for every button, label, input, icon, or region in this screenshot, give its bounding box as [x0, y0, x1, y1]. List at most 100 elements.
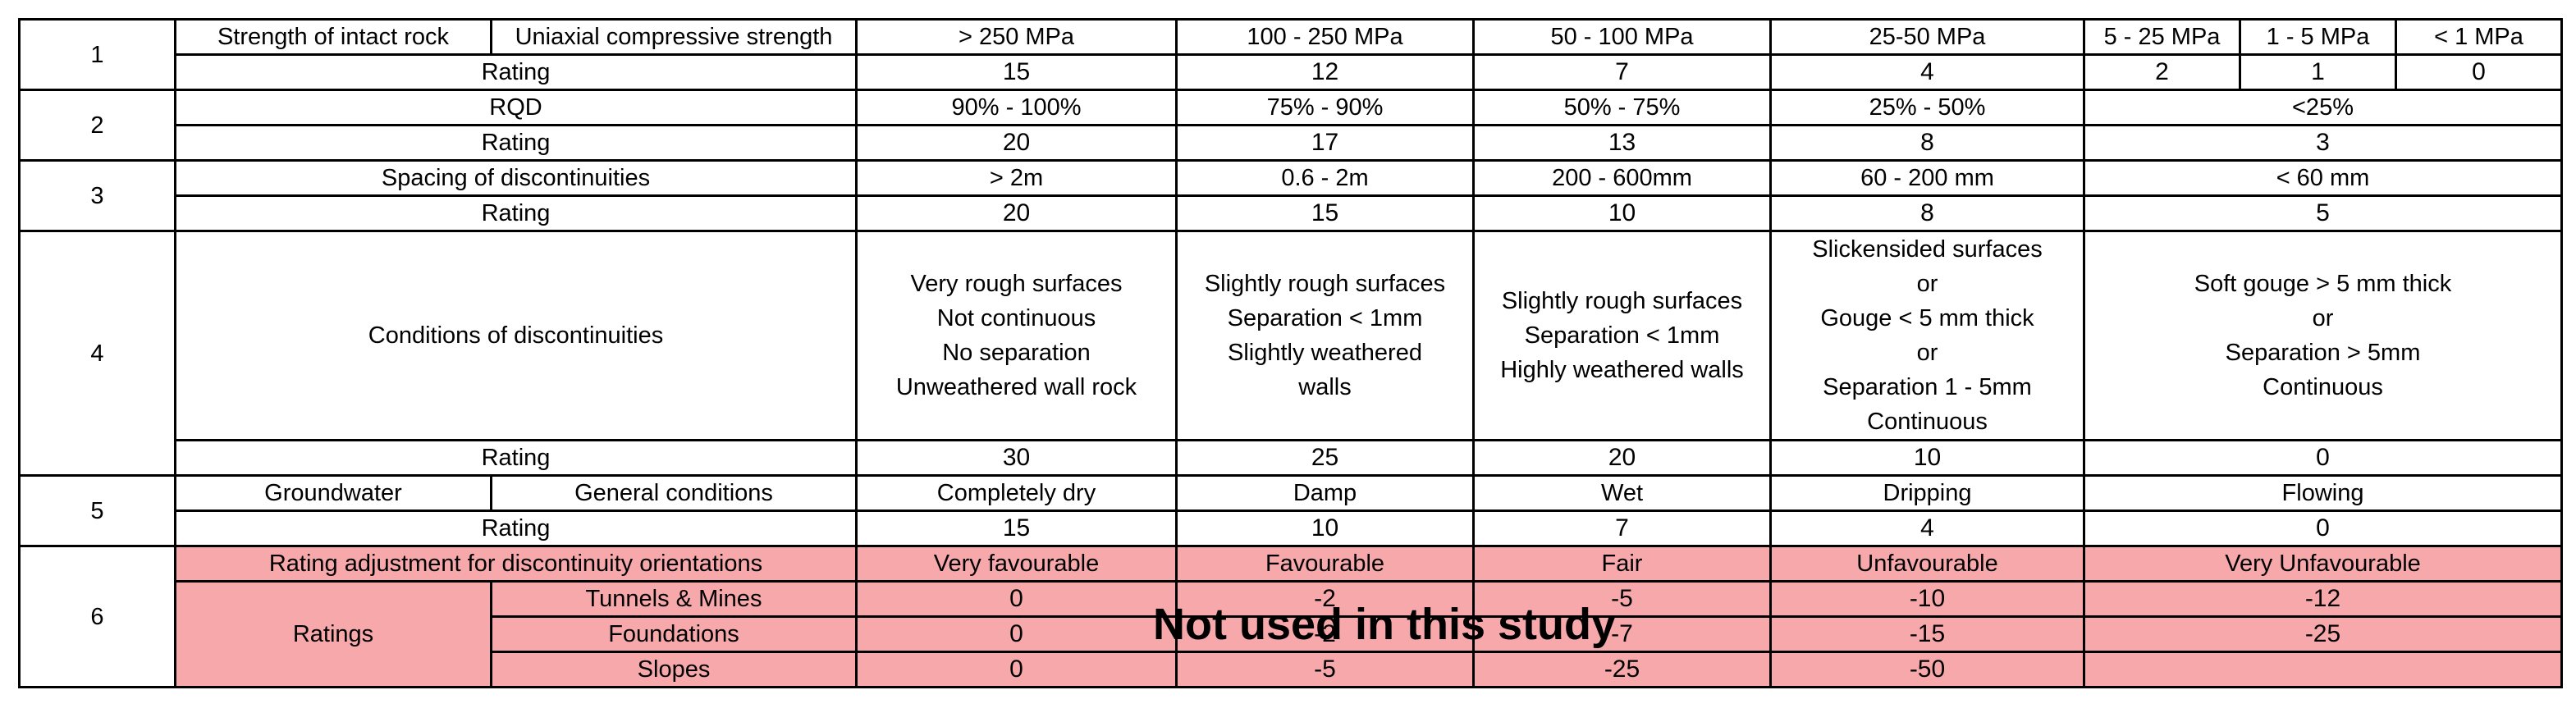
condition-cell: Completely dry: [855, 474, 1178, 512]
row-number: 1: [18, 18, 176, 91]
ratings-label: Ratings: [174, 580, 492, 688]
description-line: Slightly rough surfaces: [1204, 271, 1446, 297]
range-cell: 5 - 25 MPa: [2083, 18, 2241, 56]
table-row: 3 Spacing of discontinuities > 2m 0.6 - …: [18, 159, 2563, 232]
table-row: 5 Groundwater General conditions Complet…: [18, 474, 2563, 547]
category-label: Foundations: [490, 615, 858, 653]
rating-label: Rating: [174, 194, 858, 232]
description-line: Slightly weathered: [1228, 340, 1422, 366]
rmr-classification-table: 1 Strength of intact rock Uniaxial compr…: [18, 18, 2563, 688]
range-cell: < 1 MPa: [2395, 18, 2563, 56]
orientation-cell: Fair: [1472, 545, 1772, 583]
range-cell: 25-50 MPa: [1769, 18, 2085, 56]
condition-description: Very rough surfaces Not continuous No se…: [855, 230, 1178, 441]
range-cell: 50% - 75%: [1472, 89, 1772, 126]
orientation-cell: Very favourable: [855, 545, 1178, 583]
rating-value: 13: [1472, 124, 1772, 162]
adjustment-value: -15: [1769, 615, 2085, 653]
table-row: Slopes 0 -5 -25 -50: [20, 651, 2563, 688]
rating-value: 25: [1175, 439, 1475, 477]
parameter-label: Spacing of discontinuities: [174, 159, 858, 197]
row-number: 4: [18, 230, 176, 477]
parameter-label: Rating adjustment for discontinuity orie…: [174, 545, 858, 583]
category-label: Tunnels & Mines: [490, 580, 858, 618]
description-line: Very rough surfaces: [910, 271, 1123, 297]
table-row: Ratings Tunnels & Mines 0 -2 -5 -10 -12: [20, 580, 2563, 688]
adjustment-value: -12: [2083, 580, 2563, 618]
condition-cell: Dripping: [1769, 474, 2085, 512]
description-line: walls: [1298, 374, 1352, 400]
range-cell: 0.6 - 2m: [1175, 159, 1475, 197]
adjustment-value: -5: [1472, 580, 1772, 618]
description-line: Separation < 1mm: [1227, 305, 1423, 331]
range-cell: 1 - 5 MPa: [2239, 18, 2397, 56]
row-number: 5: [18, 474, 176, 547]
description-line: Gouge < 5 mm thick: [1820, 305, 2034, 331]
rating-value: 10: [1472, 194, 1772, 232]
row-number: 6: [18, 545, 176, 688]
condition-description: Slickensided surfaces or Gouge < 5 mm th…: [1769, 230, 2085, 441]
rating-value: 20: [855, 124, 1178, 162]
rating-label: Rating: [174, 124, 858, 162]
rating-value: 30: [855, 439, 1178, 477]
rating-value: 2: [2083, 53, 2241, 91]
rating-value: 8: [1769, 194, 2085, 232]
rating-value: 15: [1175, 194, 1475, 232]
table-row: 1 Strength of intact rock Uniaxial compr…: [18, 18, 2563, 91]
rating-value: 1: [2239, 53, 2397, 91]
parameter-label: RQD: [174, 89, 858, 126]
orientation-cell: Favourable: [1175, 545, 1475, 583]
rating-value: 3: [2083, 124, 2563, 162]
range-cell: > 250 MPa: [855, 18, 1178, 56]
description-line: or: [1916, 340, 1938, 366]
subparameter-label: Uniaxial compressive strength: [490, 18, 858, 56]
range-cell: 200 - 600mm: [1472, 159, 1772, 197]
description-line: Separation > 5mm: [2225, 340, 2421, 366]
range-cell: <25%: [2083, 89, 2563, 126]
range-cell: 50 - 100 MPa: [1472, 18, 1772, 56]
description-line: Separation 1 - 5mm: [1823, 374, 2032, 400]
range-cell: < 60 mm: [2083, 159, 2563, 197]
table-row: Rating 15 12 7 4 2 1 0: [20, 53, 2563, 91]
description-line: Continuous: [1867, 409, 1988, 435]
adjustment-value: -2: [1175, 615, 1475, 653]
description-line: Highly weathered walls: [1500, 357, 1744, 383]
description-line: Unweathered wall rock: [895, 374, 1137, 400]
range-cell: 25% - 50%: [1769, 89, 2085, 126]
rmr-table-container: 1 Strength of intact rock Uniaxial compr…: [18, 18, 2563, 688]
adjustment-value: -25: [2083, 615, 2563, 653]
adjustment-value: -7: [1472, 615, 1772, 653]
rating-label: Rating: [174, 439, 858, 477]
condition-cell: Damp: [1175, 474, 1475, 512]
rating-value: 10: [1175, 510, 1475, 547]
condition-cell: Wet: [1472, 474, 1772, 512]
rating-value: 4: [1769, 53, 2085, 91]
condition-description: Soft gouge > 5 mm thick or Separation > …: [2083, 230, 2563, 441]
adjustment-value: 0: [855, 615, 1178, 653]
description-line: Separation < 1mm: [1524, 322, 1720, 349]
rating-value: 20: [1472, 439, 1772, 477]
rating-label: Rating: [174, 53, 858, 91]
condition-cell: Flowing: [2083, 474, 2563, 512]
rating-value: 0: [2083, 439, 2563, 477]
condition-description: Slightly rough surfaces Separation < 1mm…: [1472, 230, 1772, 441]
description-line: or: [1916, 271, 1938, 297]
table-row: Rating 20 15 10 8 5: [20, 194, 2563, 232]
range-cell: 90% - 100%: [855, 89, 1178, 126]
adjustment-value: -10: [1769, 580, 2085, 618]
description-line: Slightly rough surfaces: [1501, 288, 1743, 314]
description-line: Not continuous: [936, 305, 1096, 331]
description-line: or: [2312, 305, 2334, 331]
range-cell: 60 - 200 mm: [1769, 159, 2085, 197]
description-line: No separation: [942, 340, 1091, 366]
adjustment-value: -2: [1175, 580, 1475, 618]
table-row: 2 RQD 90% - 100% 75% - 90% 50% - 75% 25%…: [18, 89, 2563, 162]
table-row: 6 Rating adjustment for discontinuity or…: [18, 545, 2563, 688]
parameter-label: Strength of intact rock: [174, 18, 492, 56]
rating-value: 7: [1472, 510, 1772, 547]
rating-value: 4: [1769, 510, 2085, 547]
adjustment-value: -50: [1769, 651, 2085, 688]
table-row: Rating 30 25 20 10 0: [20, 439, 2563, 477]
table-row: Rating 20 17 13 8 3: [20, 124, 2563, 162]
table-row: Foundations 0 -2 -7 -15 -25: [20, 615, 2563, 653]
